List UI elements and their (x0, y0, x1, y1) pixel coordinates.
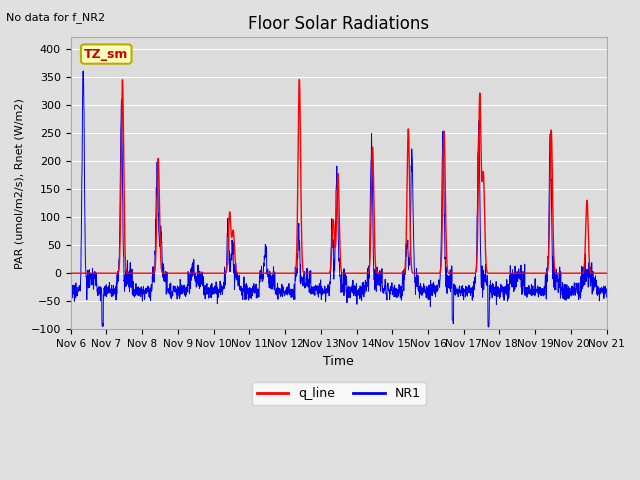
q_line (296, 77, 303, 83)
NR1 (485, 324, 493, 330)
q_line (366, 260, 374, 265)
q_line (495, 270, 502, 276)
Text: TZ_sm: TZ_sm (84, 48, 129, 60)
NR1 (79, 68, 87, 74)
Line: NR1: NR1 (70, 71, 607, 327)
NR1 (571, 290, 579, 296)
Legend: q_line, NR1: q_line, NR1 (252, 382, 426, 405)
NR1 (216, 285, 224, 291)
Line: q_line: q_line (70, 80, 607, 273)
q_line (216, 270, 224, 276)
q_line (67, 270, 74, 276)
NR1 (556, 264, 564, 270)
q_line (603, 270, 611, 276)
NR1 (495, 290, 502, 296)
NR1 (67, 290, 74, 296)
Title: Floor Solar Radiations: Floor Solar Radiations (248, 15, 429, 33)
q_line (570, 270, 578, 276)
X-axis label: Time: Time (323, 355, 354, 368)
NR1 (355, 292, 362, 298)
NR1 (366, 238, 374, 244)
q_line (355, 270, 362, 276)
q_line (556, 270, 563, 276)
Y-axis label: PAR (umol/m2/s), Rnet (W/m2): PAR (umol/m2/s), Rnet (W/m2) (15, 98, 25, 269)
Text: No data for f_NR2: No data for f_NR2 (6, 12, 106, 23)
NR1 (603, 294, 611, 300)
